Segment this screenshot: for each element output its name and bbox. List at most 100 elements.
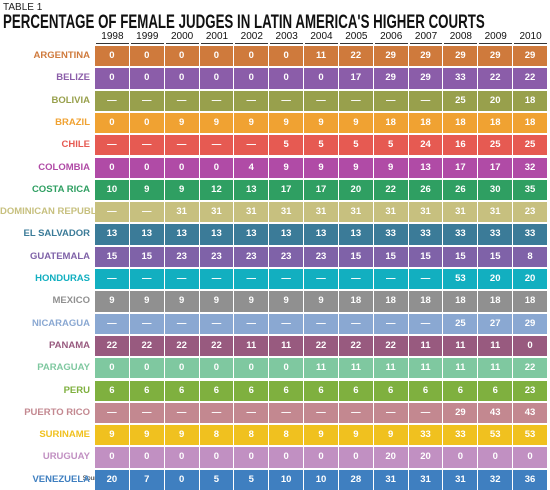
cell: 20 — [478, 269, 514, 290]
cell: — — [338, 269, 374, 290]
cell: 9 — [129, 291, 165, 312]
cell: 0 — [199, 447, 235, 468]
cell: 0 — [199, 68, 235, 89]
cell: 9 — [95, 425, 130, 446]
cell: 0 — [95, 46, 130, 67]
cell: 11 — [304, 358, 339, 379]
cell: 0 — [164, 157, 200, 178]
cell: 26 — [408, 179, 444, 201]
cell: — — [338, 313, 374, 334]
cell: 22 — [95, 335, 130, 357]
cell: — — [234, 90, 270, 111]
cell: 53 — [513, 425, 548, 446]
cell: 30 — [478, 179, 514, 201]
cell: — — [408, 402, 444, 424]
cell: — — [269, 402, 305, 424]
cell: 15 — [373, 246, 409, 267]
cell: 17 — [478, 157, 514, 178]
cell: 17 — [269, 179, 305, 201]
cell: 18 — [408, 112, 444, 134]
cell: 9 — [199, 112, 235, 134]
cell: 13 — [304, 224, 339, 245]
cell: 32 — [478, 469, 514, 490]
cell: 8 — [269, 425, 305, 446]
cell: 9 — [199, 291, 235, 312]
title: PERCENTAGE OF FEMALE JUDGES IN LATIN AME… — [3, 12, 485, 33]
cell: 15 — [338, 246, 374, 267]
cell: 5 — [304, 135, 339, 156]
cell: 13 — [95, 224, 130, 245]
cell: 15 — [95, 246, 130, 267]
cell: — — [338, 90, 374, 111]
cell: 31 — [269, 202, 305, 223]
cell: 6 — [373, 380, 409, 401]
column-header: 2003 — [270, 31, 304, 44]
cell: 20 — [95, 469, 130, 490]
cell: 22 — [338, 46, 374, 67]
cell: 0 — [164, 447, 200, 468]
cell: 25 — [478, 135, 514, 156]
cell: 23 — [269, 246, 305, 267]
cell: — — [373, 402, 409, 424]
cell: — — [95, 135, 130, 156]
row-label: MEXICO — [52, 295, 90, 307]
cell: 0 — [129, 68, 165, 89]
cell: 24 — [408, 135, 444, 156]
cell: 9 — [234, 291, 270, 312]
cell: 13 — [234, 179, 270, 201]
cell: — — [199, 402, 235, 424]
cell: — — [129, 135, 165, 156]
cell: 31 — [443, 469, 479, 490]
cell: 13 — [269, 224, 305, 245]
cell: 9 — [129, 425, 165, 446]
cell: 22 — [513, 358, 548, 379]
cell: 13 — [199, 224, 235, 245]
column-header: 2005 — [339, 31, 373, 44]
cell: 9 — [269, 157, 305, 178]
cell: 9 — [269, 291, 305, 312]
cell: 33 — [408, 425, 444, 446]
cell: 53 — [478, 425, 514, 446]
cell: 20 — [478, 90, 514, 111]
column-header: 2002 — [235, 31, 269, 44]
cell: 11 — [408, 358, 444, 379]
cell: 20 — [373, 447, 409, 468]
cell: 31 — [408, 469, 444, 490]
row-label: NICARAGUA — [31, 317, 90, 329]
cell: 29 — [408, 46, 444, 67]
cell: 23 — [199, 246, 235, 267]
cell: 11 — [443, 358, 479, 379]
row-label: CHILE — [61, 139, 91, 151]
row-label: COSTA RICA — [31, 183, 90, 195]
cell: 0 — [129, 46, 165, 67]
cell: — — [199, 90, 235, 111]
cell: 22 — [129, 335, 165, 357]
cell: 23 — [513, 380, 548, 401]
cell: — — [269, 313, 305, 334]
cell: 29 — [513, 46, 548, 67]
cell: 13 — [234, 224, 270, 245]
cell: 6 — [95, 380, 130, 401]
column-header: 2008 — [444, 31, 478, 44]
row-label: BRAZIL — [55, 116, 90, 128]
cell: — — [164, 402, 200, 424]
row-label: DOMINICAN REPUBLIC — [0, 206, 107, 218]
cell: 6 — [269, 380, 305, 401]
cell: 6 — [408, 380, 444, 401]
column-header: 2006 — [374, 31, 408, 44]
cell: 0 — [129, 112, 165, 134]
row-label: PUERTO RICO — [24, 406, 90, 418]
cell: 0 — [129, 157, 165, 178]
cell: — — [269, 90, 305, 111]
cell: 9 — [164, 112, 200, 134]
cell: 20 — [513, 269, 548, 290]
cell: 31 — [408, 202, 444, 223]
cell: 9 — [338, 157, 374, 178]
cell: 9 — [129, 179, 165, 201]
cell: 18 — [513, 90, 548, 111]
cell: 31 — [373, 469, 409, 490]
cell: 5 — [199, 469, 235, 490]
cell: 11 — [338, 358, 374, 379]
cell: — — [199, 269, 235, 290]
